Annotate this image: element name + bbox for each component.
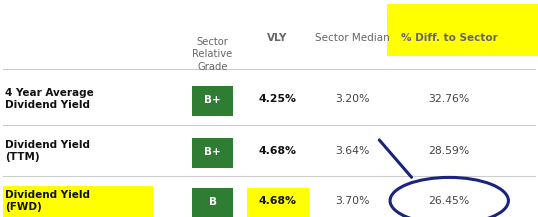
Text: % Diff. to Sector: % Diff. to Sector xyxy=(401,33,498,43)
Text: Sector
Relative
Grade: Sector Relative Grade xyxy=(193,37,232,72)
Text: 4.25%: 4.25% xyxy=(258,94,296,104)
Text: 3.20%: 3.20% xyxy=(335,94,370,104)
Text: B: B xyxy=(209,197,216,207)
Text: 32.76%: 32.76% xyxy=(429,94,470,104)
FancyBboxPatch shape xyxy=(247,188,309,217)
Text: B+: B+ xyxy=(204,147,221,157)
Text: 4.68%: 4.68% xyxy=(258,146,296,156)
FancyBboxPatch shape xyxy=(192,138,232,168)
FancyBboxPatch shape xyxy=(192,86,232,115)
FancyBboxPatch shape xyxy=(3,186,153,217)
Text: 26.45%: 26.45% xyxy=(429,196,470,206)
Text: B+: B+ xyxy=(204,95,221,105)
Text: 4 Year Average
Dividend Yield: 4 Year Average Dividend Yield xyxy=(5,88,94,110)
FancyBboxPatch shape xyxy=(387,4,538,56)
Text: Dividend Yield
(FWD): Dividend Yield (FWD) xyxy=(5,190,90,212)
Text: Dividend Yield
(TTM): Dividend Yield (TTM) xyxy=(5,140,90,162)
Text: 4.68%: 4.68% xyxy=(258,196,296,206)
Text: 3.64%: 3.64% xyxy=(335,146,370,156)
Text: VLY: VLY xyxy=(267,33,287,43)
Text: 3.70%: 3.70% xyxy=(335,196,370,206)
Text: Sector Median: Sector Median xyxy=(315,33,390,43)
FancyBboxPatch shape xyxy=(192,188,232,217)
Text: 28.59%: 28.59% xyxy=(429,146,470,156)
